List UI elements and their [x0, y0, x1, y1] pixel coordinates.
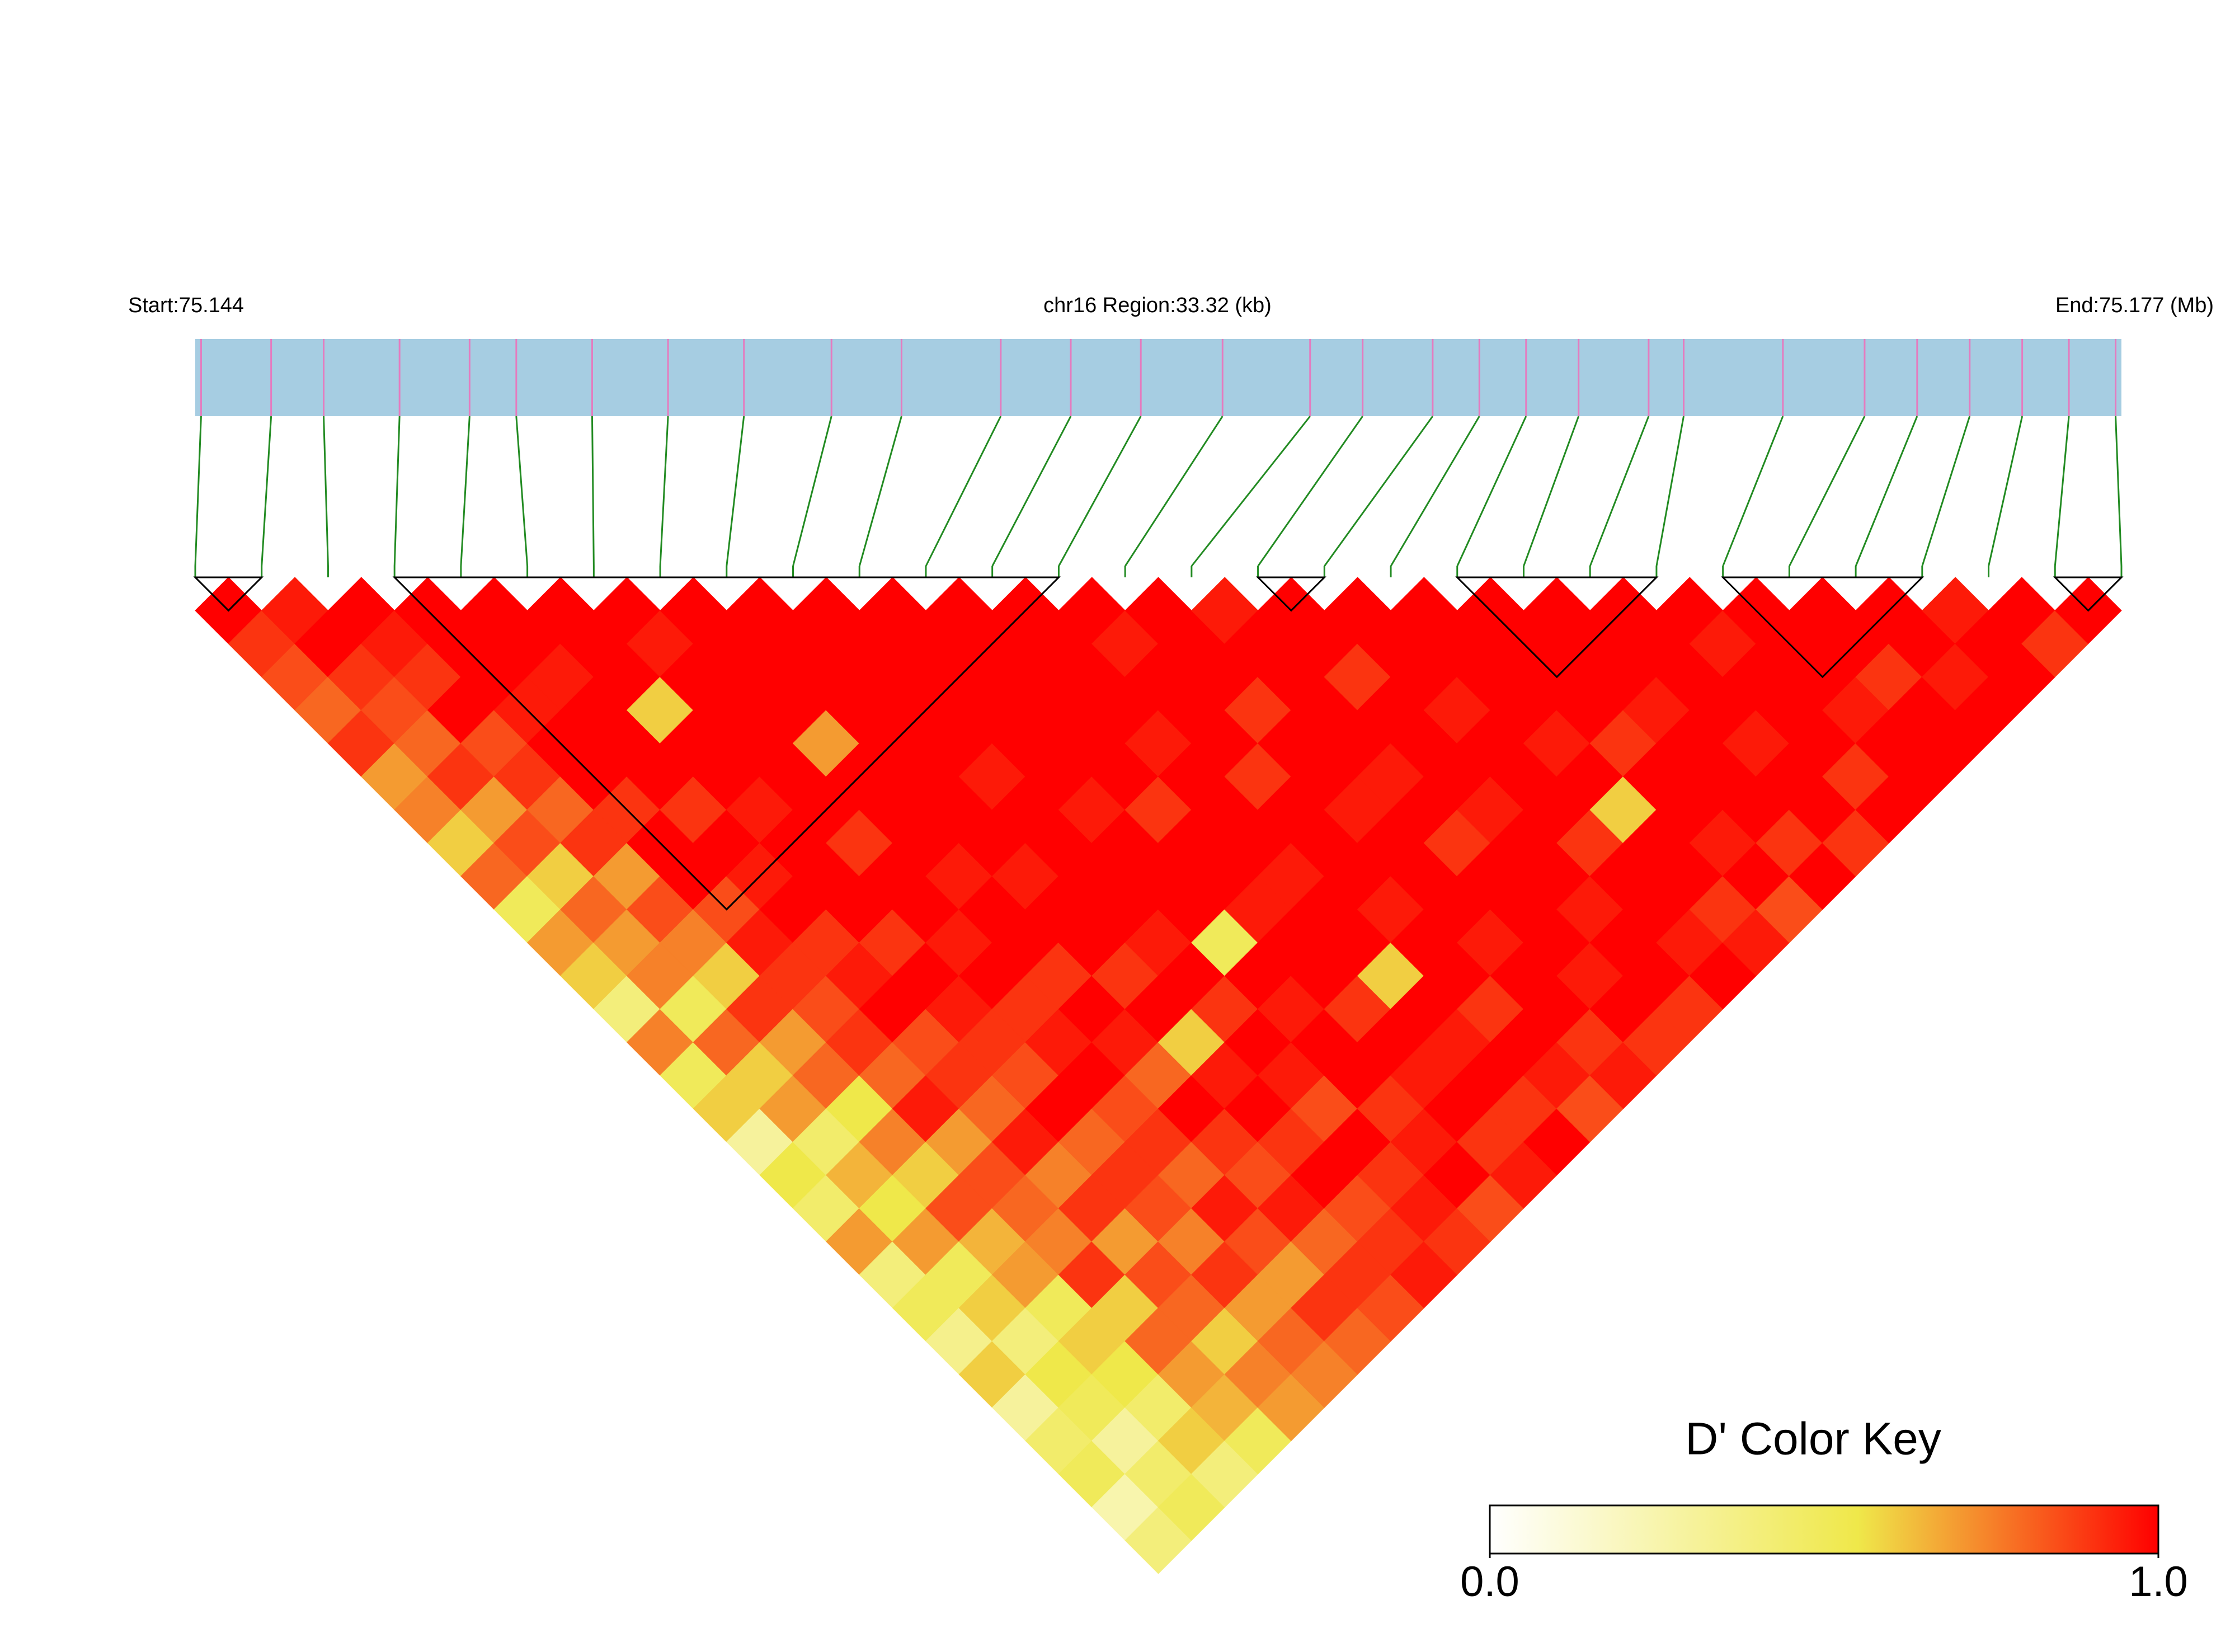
snp-link: [1988, 416, 2024, 567]
snp-link: [1324, 416, 1434, 567]
ld-block: [1255, 576, 1326, 612]
ld-block: [2053, 576, 2124, 612]
end-label: End:75.177 (Mb): [2055, 294, 2214, 317]
snp-link: [194, 416, 202, 567]
color-key: [1489, 1504, 2159, 1555]
ld-block: [1721, 576, 1925, 679]
snp-link: [1456, 416, 1527, 567]
snp-link: [726, 416, 745, 567]
ld-block: [193, 576, 264, 612]
snp-link: [1921, 416, 1971, 567]
ld-block: [1455, 576, 1659, 679]
snp-link: [1058, 416, 1142, 567]
snp-link: [1523, 416, 1580, 567]
snp-link: [323, 416, 329, 567]
snp-link: [393, 416, 401, 567]
snp-link: [1390, 416, 1480, 567]
snp-link: [591, 416, 595, 567]
snp-link: [2054, 416, 2070, 567]
snp-link: [991, 416, 1072, 567]
snp-link: [1722, 416, 1784, 567]
snp-link: [1191, 416, 1311, 567]
snp-link: [1124, 416, 1224, 567]
snp-link: [515, 416, 529, 567]
key-title: D' Color Key: [1685, 1414, 1941, 1465]
key-tick-label: 0.0: [1460, 1558, 1519, 1606]
snp-link: [1257, 416, 1363, 567]
snp-link: [1855, 416, 1918, 567]
region-label: chr16 Region:33.32 (kb): [1043, 294, 1272, 317]
key-tick-label: 1.0: [2129, 1558, 2188, 1606]
snp-link: [858, 416, 902, 567]
snp-link: [261, 416, 272, 567]
position-track: [195, 339, 2121, 416]
snp-link: [2115, 416, 2123, 567]
snp-link: [460, 416, 470, 567]
snp-link: [1655, 416, 1685, 567]
snp-link: [1589, 416, 1650, 567]
snp-link: [1789, 416, 1866, 567]
snp-link: [792, 416, 832, 567]
ld-block: [392, 576, 1061, 911]
snp-link: [925, 416, 1002, 567]
snp-link: [659, 416, 669, 567]
start-label: Start:75.144: [128, 294, 244, 317]
